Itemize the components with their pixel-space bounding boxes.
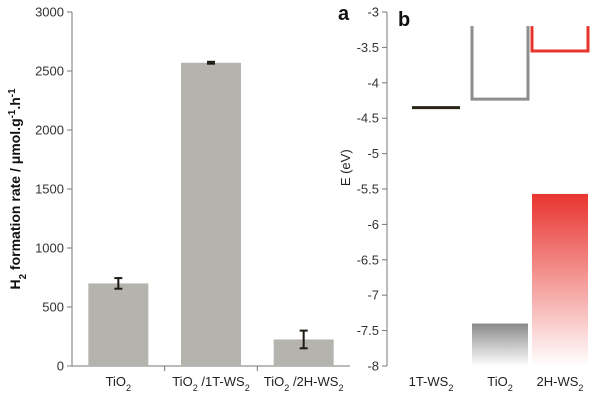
valence-band xyxy=(472,323,528,366)
valence-band xyxy=(532,193,588,366)
y-tick-label: -4.5 xyxy=(357,111,379,126)
x-category-label: TiO2 xyxy=(487,374,513,393)
y-tick-label: 3000 xyxy=(35,5,64,20)
x-category-label: TiO2 xyxy=(106,374,132,393)
conduction-band-edge xyxy=(470,26,530,101)
y-tick-label: -3 xyxy=(367,5,379,20)
x-category-label: TiO2 /1T-WS2 xyxy=(172,374,250,393)
y-tick-label: 0 xyxy=(57,359,64,374)
y-tick-label: 2500 xyxy=(35,64,64,79)
panel-label: a xyxy=(338,3,350,25)
x-category-label: 1T-WS2 xyxy=(409,374,454,393)
y-tick-label: -6.5 xyxy=(357,252,379,267)
bar xyxy=(88,283,149,366)
y-tick-label: -7.5 xyxy=(357,323,379,338)
y-axis-title: H2 formation rate / μmol.g-1.h-1 xyxy=(7,88,29,290)
y-tick-label: -7 xyxy=(367,288,379,303)
y-tick-label: 500 xyxy=(42,300,64,315)
x-category-label: TiO2 /2H-WS2 xyxy=(264,374,344,393)
bar xyxy=(181,62,241,367)
y-tick-label: 1000 xyxy=(35,241,64,256)
y-tick-label: -5.5 xyxy=(357,182,379,197)
conduction-band-edge xyxy=(530,26,590,53)
y-tick-label: -8 xyxy=(367,359,379,374)
x-category-label: 2H-WS2 xyxy=(537,374,584,393)
y-tick-label: -3.5 xyxy=(357,40,379,55)
y-tick-label: 2000 xyxy=(35,123,64,138)
y-tick-label: -4 xyxy=(367,75,379,90)
y-tick-label: -6 xyxy=(367,217,379,232)
y-tick-label: 1500 xyxy=(35,182,64,197)
y-tick-label: -5 xyxy=(367,146,379,161)
panel-label: b xyxy=(398,9,410,31)
panel-b: -3 -3.5 -4 -4.5 -5 -5.5 -6 -6.5 -7 -7.5 -8 1T-WS2 Ti… xyxy=(338,5,590,393)
y-axis-title: E (eV) xyxy=(338,149,353,186)
panel-a: 0 500 1000 1500 2000 2500 3000 TiO2 TiO2 /1T-WS2… xyxy=(7,3,350,393)
